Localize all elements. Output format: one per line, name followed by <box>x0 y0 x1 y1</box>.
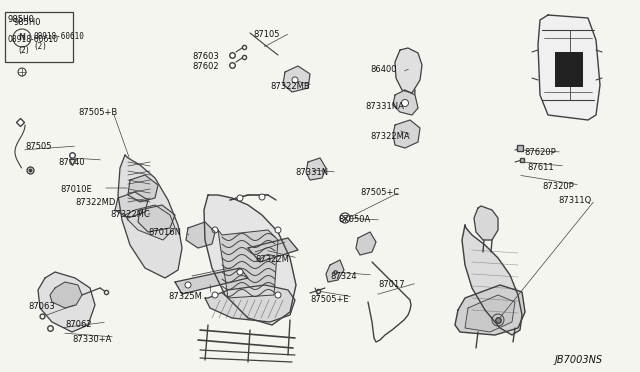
Text: 87322MD: 87322MD <box>75 198 115 207</box>
Circle shape <box>212 227 218 233</box>
Text: 87620P: 87620P <box>524 148 556 157</box>
Text: 87062: 87062 <box>65 320 92 329</box>
Text: 08918-60610: 08918-60610 <box>8 35 59 44</box>
Text: 87322MA: 87322MA <box>370 132 410 141</box>
Text: 87331NA: 87331NA <box>365 102 404 111</box>
Polygon shape <box>50 282 82 308</box>
Circle shape <box>237 269 243 275</box>
Bar <box>555 52 583 87</box>
Polygon shape <box>218 230 278 298</box>
Circle shape <box>292 77 298 83</box>
Circle shape <box>340 213 350 223</box>
Polygon shape <box>393 120 420 148</box>
Text: 87505+B: 87505+B <box>78 108 117 117</box>
Polygon shape <box>115 192 148 218</box>
Polygon shape <box>283 66 310 92</box>
Text: 86400: 86400 <box>370 65 397 74</box>
Text: 87640: 87640 <box>58 158 84 167</box>
Text: (2): (2) <box>18 46 29 55</box>
Polygon shape <box>118 155 182 278</box>
Text: 87105: 87105 <box>253 30 280 39</box>
Text: 87063: 87063 <box>28 302 55 311</box>
Polygon shape <box>465 295 515 332</box>
Text: N: N <box>19 33 26 42</box>
Circle shape <box>259 194 265 200</box>
Text: 87505: 87505 <box>25 142 51 151</box>
Circle shape <box>275 292 281 298</box>
Polygon shape <box>205 285 295 322</box>
Text: 87322M: 87322M <box>255 255 289 264</box>
Text: 87505+C: 87505+C <box>360 188 399 197</box>
Text: 985H0: 985H0 <box>14 18 42 27</box>
Polygon shape <box>474 206 498 240</box>
Polygon shape <box>186 222 215 248</box>
Circle shape <box>275 227 281 233</box>
Text: 87050A: 87050A <box>338 215 371 224</box>
Polygon shape <box>395 48 422 93</box>
Polygon shape <box>204 195 296 325</box>
Circle shape <box>237 195 243 201</box>
Text: 87330+A: 87330+A <box>72 335 111 344</box>
Text: 87311Q: 87311Q <box>558 196 591 205</box>
Polygon shape <box>125 205 175 240</box>
Circle shape <box>401 99 408 106</box>
Circle shape <box>212 292 218 298</box>
Text: 87505+E: 87505+E <box>310 295 349 304</box>
Text: 87016N: 87016N <box>148 228 181 237</box>
Text: 985H0: 985H0 <box>8 15 35 24</box>
Text: 87322MB: 87322MB <box>270 82 310 91</box>
Polygon shape <box>138 205 175 232</box>
Text: 87325M: 87325M <box>168 292 202 301</box>
Text: 87322MC: 87322MC <box>110 210 150 219</box>
Polygon shape <box>306 158 326 180</box>
Text: 87320P: 87320P <box>542 182 573 191</box>
Polygon shape <box>538 15 600 120</box>
Text: 87010E: 87010E <box>60 185 92 194</box>
Text: 87324: 87324 <box>330 272 356 281</box>
Text: 87331N: 87331N <box>295 168 328 177</box>
Polygon shape <box>38 272 95 332</box>
Polygon shape <box>356 232 376 255</box>
Polygon shape <box>128 175 158 202</box>
Polygon shape <box>175 268 248 294</box>
Polygon shape <box>326 260 344 282</box>
Circle shape <box>185 282 191 288</box>
Polygon shape <box>462 225 522 335</box>
Text: 08918-60610: 08918-60610 <box>33 32 84 41</box>
Text: 87602: 87602 <box>192 62 219 71</box>
Bar <box>5 12 73 62</box>
Text: (2): (2) <box>33 42 47 51</box>
Polygon shape <box>248 238 298 262</box>
Text: 87611: 87611 <box>527 163 554 172</box>
Polygon shape <box>455 285 525 335</box>
Text: 87603: 87603 <box>192 52 219 61</box>
Text: JB7003NS: JB7003NS <box>555 355 603 365</box>
Polygon shape <box>393 90 418 115</box>
Text: 87017: 87017 <box>378 280 404 289</box>
